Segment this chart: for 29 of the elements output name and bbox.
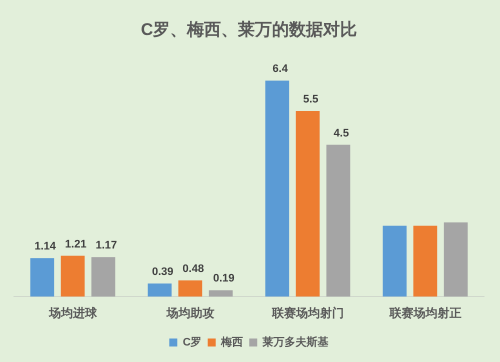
- legend-label: C罗: [182, 336, 202, 349]
- data-label: 1.14: [34, 240, 57, 253]
- bar: [60, 256, 85, 297]
- data-label: 6.4: [272, 63, 289, 76]
- bar: [413, 226, 438, 297]
- bar: [296, 111, 320, 297]
- x-tick-label: 联赛场均射门: [270, 306, 344, 320]
- data-label: 4.5: [334, 127, 349, 140]
- bar: [91, 257, 116, 297]
- x-tick-label: 联赛场均射正: [388, 306, 462, 320]
- data-label: 5.5: [303, 94, 318, 106]
- bar: [382, 226, 407, 297]
- data-label: 1.17: [96, 240, 118, 252]
- x-tick-label: 场均进球: [48, 306, 98, 320]
- bar: [208, 290, 233, 297]
- data-label: 0.48: [182, 262, 204, 275]
- bar: [444, 222, 468, 297]
- data-label: 1.21: [65, 238, 86, 250]
- x-tick-label: 场均助攻: [165, 306, 214, 320]
- data-label: 0.39: [152, 266, 174, 278]
- bar: [326, 144, 350, 297]
- data-label: 0.19: [213, 272, 235, 285]
- legend-label: 梅西: [220, 336, 244, 349]
- bar: [265, 80, 290, 297]
- bar: [30, 258, 54, 297]
- chart-title: C罗、梅西、莱万的数据对比: [140, 20, 358, 39]
- bar: [178, 280, 202, 297]
- legend-label: 莱万多夫斯基: [262, 336, 329, 349]
- bar: [148, 283, 172, 297]
